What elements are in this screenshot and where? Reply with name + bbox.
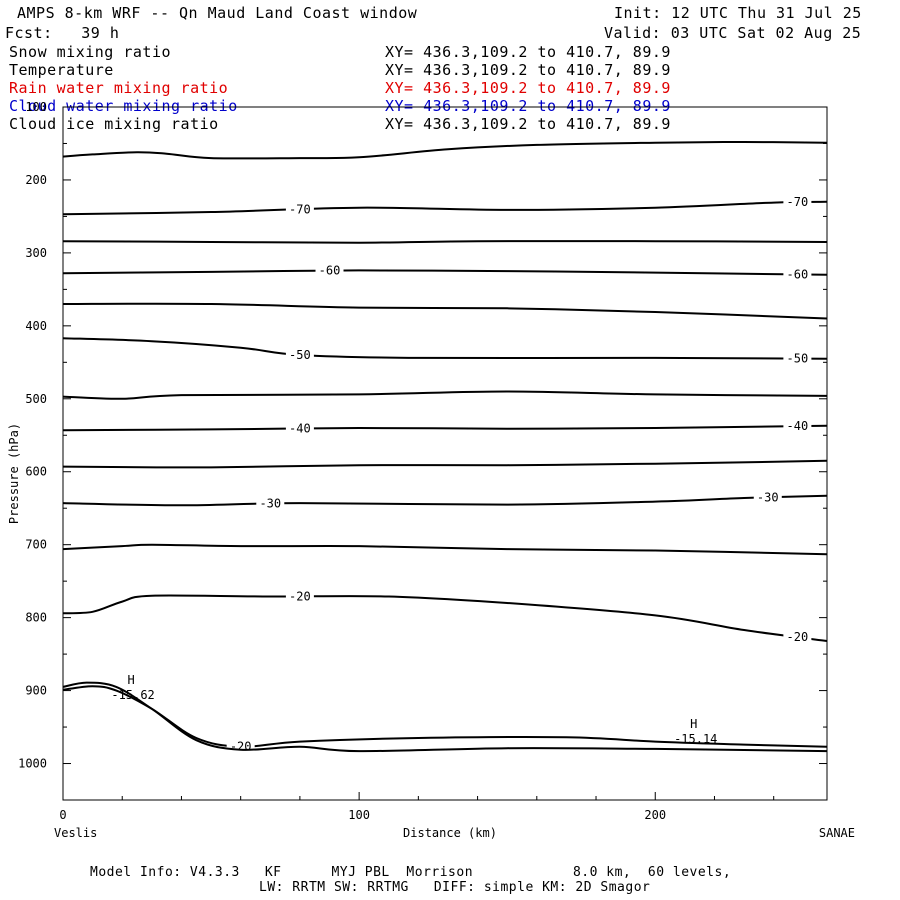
y-axis-label: Pressure (hPa) (7, 423, 21, 524)
footer-line-2: LW: RRTM SW: RRTMG DIFF: simple KM: 2D S… (259, 880, 651, 895)
contour-label: -60 (787, 267, 809, 281)
contour-label: -70 (787, 195, 809, 209)
y-tick-label: 700 (25, 538, 47, 552)
contour-label-bg (315, 262, 344, 278)
y-tick-label: 100 (25, 100, 47, 114)
valid-time: Valid: 03 UTC Sat 02 Aug 25 (604, 24, 862, 42)
x-tick-label: 100 (348, 808, 370, 822)
contour-line (62, 240, 828, 244)
contour-label-bg (783, 194, 812, 210)
field-xy: XY= 436.3,109.2 to 410.7, 89.9 (385, 79, 671, 97)
contour-label: -60 (319, 264, 341, 278)
contour-label: -40 (289, 422, 311, 436)
plot-frame (62, 106, 828, 801)
y-tick-label: 200 (25, 173, 47, 187)
contour-label-bg (783, 418, 812, 434)
y-tick-label: 600 (25, 465, 47, 479)
contour-label-bg (285, 588, 314, 604)
contour-line (62, 424, 828, 432)
field-name: Rain water mixing ratio (9, 79, 229, 97)
y-tick-label: 400 (25, 319, 47, 333)
contour-label: -50 (289, 348, 311, 362)
left-endpoint-label: Veslis (54, 826, 97, 840)
right-endpoint-label: SANAE (819, 826, 855, 840)
x-tick-label: 200 (644, 808, 666, 822)
field-xy: XY= 436.3,109.2 to 410.7, 89.9 (385, 61, 671, 79)
contour-label: -50 (787, 352, 809, 366)
contour-label: -20 (230, 740, 252, 754)
contour-label-bg (783, 629, 812, 645)
forecast-hour: Fcst: 39 h (5, 24, 120, 42)
contour-label-bg (285, 201, 314, 217)
x-axis-label: Distance (km) (403, 826, 497, 840)
chart-title: AMPS 8-km WRF -- Qn Maud Land Coast wind… (17, 4, 418, 22)
extremum-marker: H (127, 673, 134, 687)
field-name: Snow mixing ratio (9, 43, 172, 61)
extremum-value: -15.62 (111, 688, 154, 702)
contour-line (62, 681, 828, 753)
contour-label: -70 (289, 202, 311, 216)
contour-line (62, 594, 828, 642)
contour-label-bg (285, 420, 314, 436)
contour-line (62, 543, 828, 556)
x-tick-label: 0 (59, 808, 66, 822)
contour-line (62, 269, 828, 276)
field-xy: XY= 436.3,109.2 to 410.7, 89.9 (385, 43, 671, 61)
field-name: Temperature (9, 61, 114, 79)
extremum-value: -15.14 (674, 732, 717, 746)
init-time: Init: 12 UTC Thu 31 Jul 25 (614, 4, 862, 22)
contour-label-bg (285, 347, 314, 363)
extremum-marker: H (690, 717, 697, 731)
contour-label-bg (783, 350, 812, 366)
contour-line (62, 390, 828, 400)
y-tick-label: 300 (25, 246, 47, 260)
contour-line (62, 140, 828, 160)
contour-label-bg (783, 266, 812, 282)
contour-line (62, 494, 828, 507)
field-name: Cloud water mixing ratio (9, 97, 238, 115)
contour-line (62, 337, 828, 360)
contour-line (62, 685, 828, 748)
contour-line (62, 302, 828, 320)
y-tick-label: 900 (25, 684, 47, 698)
contour-line (62, 459, 828, 469)
field-xy: XY= 436.3,109.2 to 410.7, 89.9 (385, 115, 671, 133)
contour-line (62, 200, 828, 216)
contour-label: -40 (787, 419, 809, 433)
y-tick-label: 1000 (18, 757, 47, 771)
y-tick-label: 500 (25, 392, 47, 406)
y-tick-label: 800 (25, 611, 47, 625)
contour-label-bg (753, 489, 782, 505)
contour-label: -20 (787, 630, 809, 644)
contour-label: -30 (757, 490, 779, 504)
contour-label: -20 (289, 589, 311, 603)
footer-line-1: Model Info: V4.3.3 KF MYJ PBL Morrison 8… (90, 865, 732, 880)
contour-label: -30 (259, 497, 281, 511)
field-name: Cloud ice mixing ratio (9, 115, 219, 133)
contour-label-bg (256, 495, 285, 511)
field-xy: XY= 436.3,109.2 to 410.7, 89.9 (385, 97, 671, 115)
